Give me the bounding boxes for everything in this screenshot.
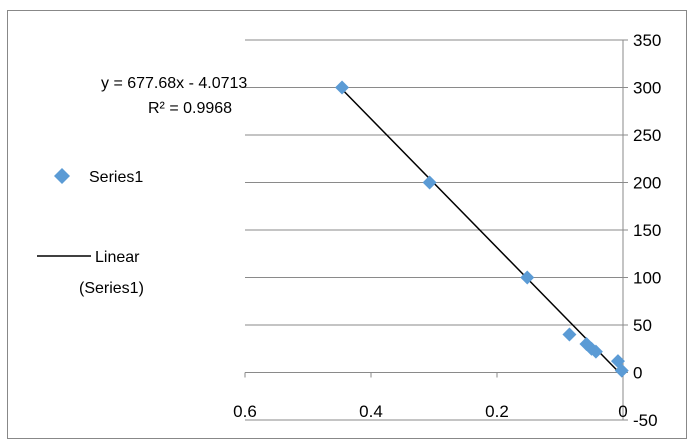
y-tick-label: 250 [633, 126, 661, 145]
y-tick-label: 100 [633, 269, 661, 288]
legend-label-linear-line2: (Series1) [79, 280, 144, 297]
y-tick-label: 200 [633, 174, 661, 193]
y-tick-label: -50 [633, 411, 658, 430]
y-tick-label: 0 [633, 364, 642, 383]
trendline [342, 89, 623, 376]
data-point [423, 176, 437, 190]
x-tick-label: 0 [618, 402, 627, 421]
data-point [562, 328, 576, 342]
y-tick-label: 50 [633, 316, 652, 335]
x-tick-label: 0.6 [233, 402, 257, 421]
x-tick-label: 0.2 [485, 402, 509, 421]
y-tick-labels: -50 0 50 100 150 200 250 300 350 [633, 31, 661, 430]
trendline-r-squared: R² = 0.9968 [148, 100, 232, 117]
trendline-equation: y = 677.68x - 4.0713 [101, 75, 247, 92]
x-tick-labels: 0.6 0.4 0.2 0 [233, 402, 628, 421]
y-tick-label: 300 [633, 79, 661, 98]
trendline-line [342, 89, 623, 376]
legend-label-series1: Series1 [89, 169, 143, 186]
y-tick-label: 350 [633, 31, 661, 50]
data-points [335, 81, 629, 378]
legend-diamond-icon [54, 168, 70, 184]
x-tick-label: 0.4 [359, 402, 383, 421]
gridlines [245, 40, 623, 420]
y-tick-label: 150 [633, 221, 661, 240]
legend: Series1 Linear (Series1) [37, 168, 144, 297]
legend-label-linear-line1: Linear [95, 249, 140, 266]
data-point [335, 81, 349, 95]
